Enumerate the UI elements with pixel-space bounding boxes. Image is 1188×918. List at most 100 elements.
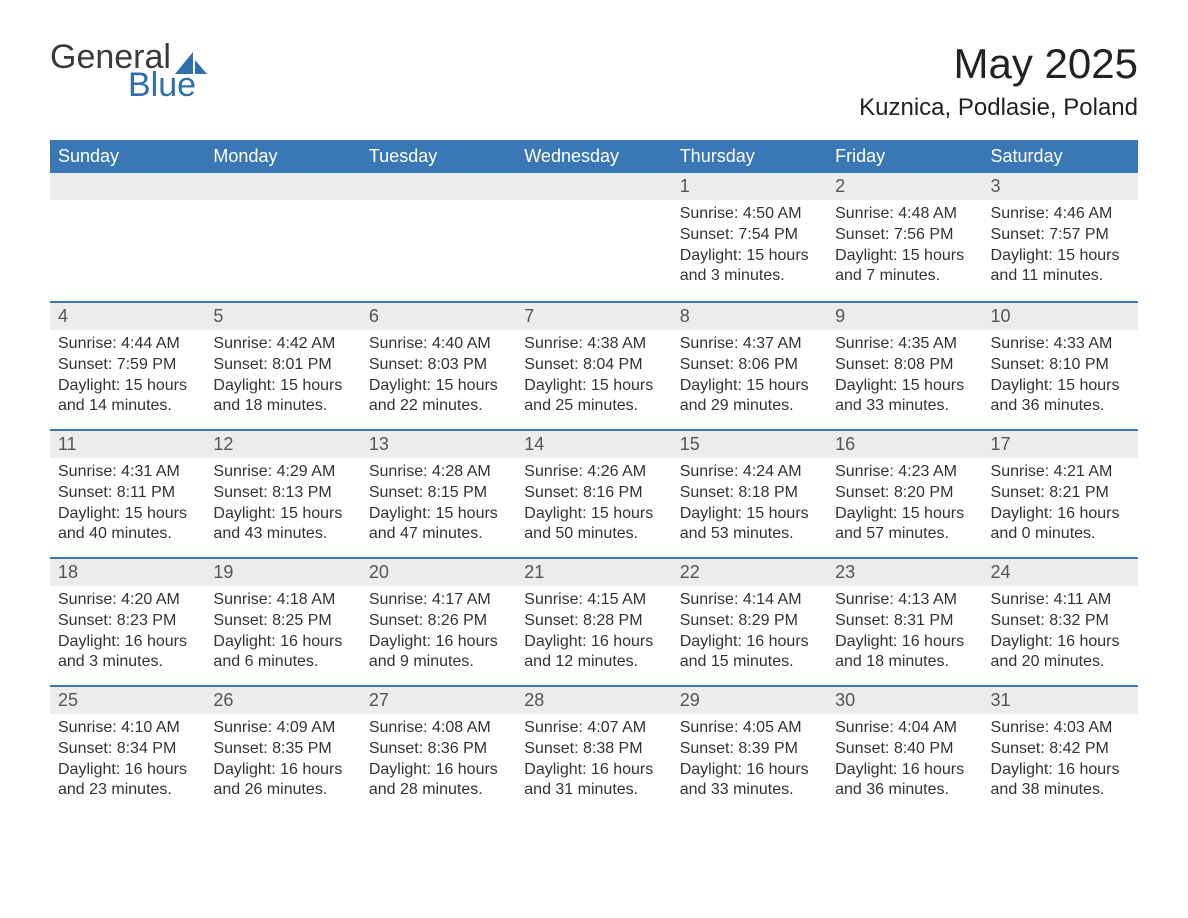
daylight-line: Daylight: 16 hours and 0 minutes. [991,504,1130,546]
sunrise-line: Sunrise: 4:18 AM [213,590,352,611]
day-details: Sunrise: 4:14 AMSunset: 8:29 PMDaylight:… [672,586,827,681]
sunset-line: Sunset: 8:15 PM [369,483,508,504]
sunset-line: Sunset: 8:13 PM [213,483,352,504]
sunset-line: Sunset: 8:03 PM [369,355,508,376]
sunset-line: Sunset: 8:35 PM [213,739,352,760]
daylight-line: Daylight: 15 hours and 14 minutes. [58,376,197,418]
logo-text-blue: Blue [128,68,207,102]
day-details: Sunrise: 4:11 AMSunset: 8:32 PMDaylight:… [983,586,1138,681]
calendar-day-cell: 31Sunrise: 4:03 AMSunset: 8:42 PMDayligh… [983,685,1138,813]
day-details: Sunrise: 4:33 AMSunset: 8:10 PMDaylight:… [983,330,1138,425]
day-number: 26 [205,685,360,714]
logo: General Blue [50,40,207,102]
calendar-day-cell: 25Sunrise: 4:10 AMSunset: 8:34 PMDayligh… [50,685,205,813]
calendar-day-cell: 4 Sunrise: 4:44 AMSunset: 7:59 PMDaylight… [50,301,205,429]
calendar-day-cell: 14Sunrise: 4:26 AMSunset: 8:16 PMDayligh… [516,429,671,557]
daylight-line: Daylight: 16 hours and 20 minutes. [991,632,1130,674]
calendar-week-row: 4Sunrise: 4:44 AMSunset: 7:59 PMDaylight… [50,301,1138,429]
sunset-line: Sunset: 8:42 PM [991,739,1130,760]
sunrise-line: Sunrise: 4:28 AM [369,462,508,483]
sunset-line: Sunset: 8:31 PM [835,611,974,632]
day-details: Sunrise: 4:09 AMSunset: 8:35 PMDaylight:… [205,714,360,809]
day-number: 10 [983,301,1138,330]
calendar-day-cell [205,173,360,301]
sunset-line: Sunset: 8:28 PM [524,611,663,632]
sunrise-line: Sunrise: 4:40 AM [369,334,508,355]
daylight-line: Daylight: 16 hours and 12 minutes. [524,632,663,674]
daylight-line: Daylight: 16 hours and 15 minutes. [680,632,819,674]
sunset-line: Sunset: 8:18 PM [680,483,819,504]
daylight-line: Daylight: 16 hours and 36 minutes. [835,760,974,802]
daylight-line: Daylight: 15 hours and 40 minutes. [58,504,197,546]
day-details: Sunrise: 4:18 AMSunset: 8:25 PMDaylight:… [205,586,360,681]
day-details: Sunrise: 4:24 AMSunset: 8:18 PMDaylight:… [672,458,827,553]
daylight-line: Daylight: 15 hours and 36 minutes. [991,376,1130,418]
daylight-line: Daylight: 16 hours and 28 minutes. [369,760,508,802]
sunset-line: Sunset: 8:38 PM [524,739,663,760]
calendar-week-row: 11Sunrise: 4:31 AMSunset: 8:11 PMDayligh… [50,429,1138,557]
calendar-table: SundayMondayTuesdayWednesdayThursdayFrid… [50,140,1138,813]
calendar-day-cell: 8Sunrise: 4:37 AMSunset: 8:06 PMDaylight… [672,301,827,429]
weekday-header: Saturday [983,140,1138,173]
sunrise-line: Sunrise: 4:29 AM [213,462,352,483]
daylight-line: Daylight: 15 hours and 57 minutes. [835,504,974,546]
calendar-day-cell: 9Sunrise: 4:35 AMSunset: 8:08 PMDaylight… [827,301,982,429]
weekday-header: Sunday [50,140,205,173]
calendar-day-cell [516,173,671,301]
calendar-day-cell: 30Sunrise: 4:04 AMSunset: 8:40 PMDayligh… [827,685,982,813]
daylight-line: Daylight: 15 hours and 18 minutes. [213,376,352,418]
day-details: Sunrise: 4:03 AMSunset: 8:42 PMDaylight:… [983,714,1138,809]
day-details: Sunrise: 4:40 AMSunset: 8:03 PMDaylight:… [361,330,516,425]
day-number: 18 [50,557,205,586]
calendar-week-row: 18Sunrise: 4:20 AMSunset: 8:23 PMDayligh… [50,557,1138,685]
day-number: 7 [516,301,671,330]
sunset-line: Sunset: 8:32 PM [991,611,1130,632]
day-details: Sunrise: 4:26 AMSunset: 8:16 PMDaylight:… [516,458,671,553]
sunset-line: Sunset: 8:11 PM [58,483,197,504]
day-number-bar-empty [361,173,516,200]
weekday-header: Monday [205,140,360,173]
day-details: Sunrise: 4:10 AMSunset: 8:34 PMDaylight:… [50,714,205,809]
calendar-day-cell: 29Sunrise: 4:05 AMSunset: 8:39 PMDayligh… [672,685,827,813]
day-number: 1 [672,173,827,200]
calendar-day-cell: 7Sunrise: 4:38 AMSunset: 8:04 PMDaylight… [516,301,671,429]
sunset-line: Sunset: 8:26 PM [369,611,508,632]
sunset-line: Sunset: 8:36 PM [369,739,508,760]
day-number-bar-empty [516,173,671,200]
sunset-line: Sunset: 8:16 PM [524,483,663,504]
day-number: 19 [205,557,360,586]
daylight-line: Daylight: 15 hours and 29 minutes. [680,376,819,418]
daylight-line: Daylight: 16 hours and 38 minutes. [991,760,1130,802]
daylight-line: Daylight: 16 hours and 23 minutes. [58,760,197,802]
calendar-day-cell: 11Sunrise: 4:31 AMSunset: 8:11 PMDayligh… [50,429,205,557]
daylight-line: Daylight: 15 hours and 7 minutes. [835,246,974,288]
calendar-day-cell: 2Sunrise: 4:48 AMSunset: 7:56 PMDaylight… [827,173,982,301]
day-number-bar-empty [205,173,360,200]
day-details: Sunrise: 4:13 AMSunset: 8:31 PMDaylight:… [827,586,982,681]
sunrise-line: Sunrise: 4:23 AM [835,462,974,483]
sunrise-line: Sunrise: 4:03 AM [991,718,1130,739]
day-number: 27 [361,685,516,714]
sunrise-line: Sunrise: 4:44 AM [58,334,197,355]
day-number: 6 [361,301,516,330]
sunrise-line: Sunrise: 4:11 AM [991,590,1130,611]
day-number: 21 [516,557,671,586]
sunset-line: Sunset: 8:08 PM [835,355,974,376]
day-details: Sunrise: 4:50 AMSunset: 7:54 PMDaylight:… [672,200,827,295]
weekday-header: Friday [827,140,982,173]
day-number: 4 [50,301,205,330]
sunrise-line: Sunrise: 4:09 AM [213,718,352,739]
sunset-line: Sunset: 7:59 PM [58,355,197,376]
calendar-day-cell: 23Sunrise: 4:13 AMSunset: 8:31 PMDayligh… [827,557,982,685]
weekday-header: Tuesday [361,140,516,173]
calendar-day-cell: 10Sunrise: 4:33 AMSunset: 8:10 PMDayligh… [983,301,1138,429]
sunset-line: Sunset: 8:29 PM [680,611,819,632]
day-number: 25 [50,685,205,714]
day-details: Sunrise: 4:17 AMSunset: 8:26 PMDaylight:… [361,586,516,681]
calendar-day-cell: 22Sunrise: 4:14 AMSunset: 8:29 PMDayligh… [672,557,827,685]
sunrise-line: Sunrise: 4:31 AM [58,462,197,483]
day-details: Sunrise: 4:37 AMSunset: 8:06 PMDaylight:… [672,330,827,425]
daylight-line: Daylight: 15 hours and 22 minutes. [369,376,508,418]
day-details: Sunrise: 4:28 AMSunset: 8:15 PMDaylight:… [361,458,516,553]
daylight-line: Daylight: 15 hours and 33 minutes. [835,376,974,418]
